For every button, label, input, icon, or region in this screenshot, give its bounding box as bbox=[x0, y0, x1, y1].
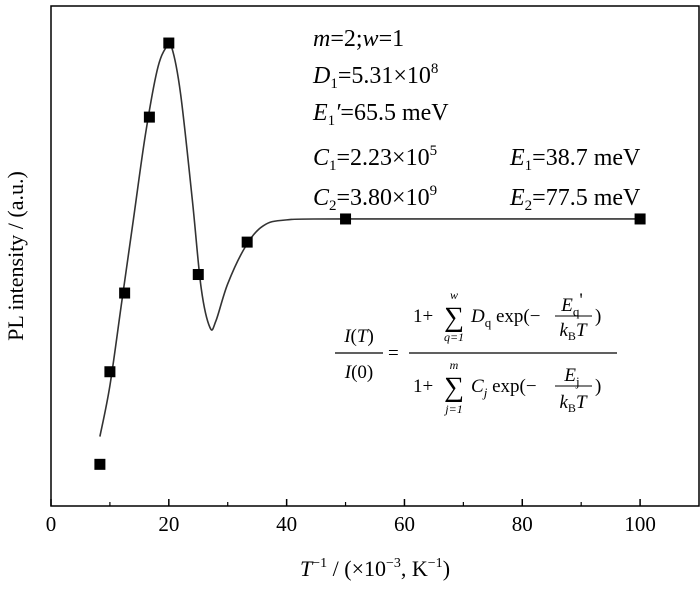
annotation-c2: C2=3.80×109 bbox=[313, 183, 437, 214]
formula-lhs-denominator: I(0) bbox=[344, 362, 373, 383]
formula-den-frac-top: Ej bbox=[563, 365, 579, 389]
x-ticks: 0 20 40 60 80 100 bbox=[46, 499, 656, 536]
formula-num-one-plus: 1+ bbox=[413, 306, 433, 327]
formula-num-frac-bottom: kBT bbox=[559, 320, 587, 343]
x-tick-label: 20 bbox=[158, 512, 179, 536]
y-axis-label: PL intensity / (a.u.) bbox=[3, 171, 28, 341]
formula-den-term: Cj exp(− bbox=[471, 376, 537, 400]
formula-equals: = bbox=[388, 343, 399, 364]
formula-num-sum-top: w bbox=[450, 288, 458, 302]
formula-den-frac-bottom: kBT bbox=[559, 392, 587, 415]
formula-num-frac-top: Eq' bbox=[560, 290, 583, 319]
formula-den-one-plus: 1+ bbox=[413, 376, 433, 397]
formula-num-close-paren: ) bbox=[595, 306, 601, 327]
data-point bbox=[192, 269, 204, 281]
formula-num-term: Dq exp(− bbox=[470, 306, 540, 330]
x-tick-label: 60 bbox=[394, 512, 415, 536]
data-point bbox=[119, 287, 131, 299]
data-point bbox=[94, 458, 106, 470]
x-tick-label: 80 bbox=[512, 512, 533, 536]
annotation-c1: C1=2.23×105 bbox=[313, 143, 437, 174]
data-point bbox=[143, 111, 155, 123]
data-point bbox=[340, 213, 352, 225]
data-point bbox=[163, 37, 175, 49]
x-tick-label: 100 bbox=[624, 512, 656, 536]
x-tick-label: 0 bbox=[46, 512, 57, 536]
plot-frame bbox=[50, 5, 700, 507]
formula-lhs-numerator: I(T) bbox=[343, 326, 374, 347]
fit-curve bbox=[99, 42, 641, 437]
formula-den-close-paren: ) bbox=[595, 376, 601, 397]
x-tick-label: 40 bbox=[276, 512, 297, 536]
formula-num-sum-bottom: q=1 bbox=[444, 330, 464, 344]
formula-num-sum-sign: ∑ bbox=[444, 302, 464, 333]
annotation-e1-prime: E1′=65.5 meV bbox=[312, 100, 449, 129]
formula: I(T) I(0) = 1+ w ∑ q=1 Dq exp(− Eq' kBT … bbox=[335, 288, 617, 416]
annotation-e1: E1=38.7 meV bbox=[509, 145, 641, 174]
formula-den-sum-sign: ∑ bbox=[444, 372, 464, 403]
x-axis-label: T−1 / (×10−3, K−1) bbox=[300, 556, 450, 581]
data-point bbox=[634, 213, 646, 225]
formula-den-sum-bottom: j=1 bbox=[443, 402, 462, 416]
formula-den-sum-top: m bbox=[450, 358, 459, 372]
annotation-d1: D1=5.31×108 bbox=[312, 61, 438, 92]
data-points bbox=[94, 37, 646, 470]
data-point bbox=[241, 236, 253, 248]
data-point bbox=[104, 366, 116, 378]
annotation-e2: E2=77.5 meV bbox=[509, 185, 641, 214]
annotation-m-w: m=2;w=1 bbox=[313, 26, 404, 52]
